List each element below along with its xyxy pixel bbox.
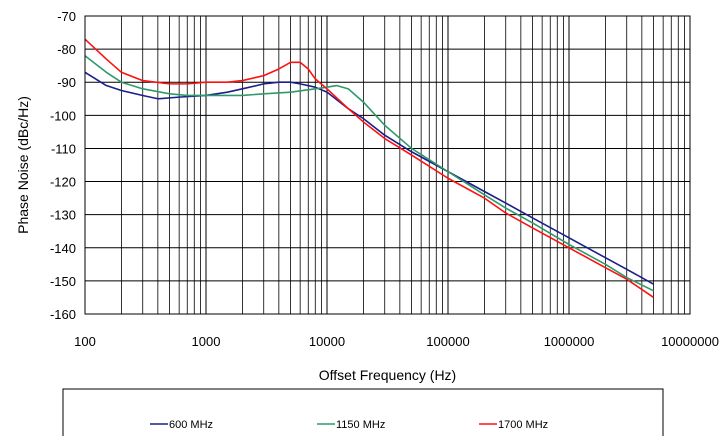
x-tick-label: 10000 — [309, 334, 345, 349]
legend-box — [62, 388, 664, 436]
legend-label-3: 1700 MHz — [498, 419, 548, 431]
x-tick-label: 100 — [74, 334, 96, 349]
y-tick-label: -100 — [50, 108, 76, 123]
x-tick-labels: 100 1000 10000 100000 1000000 10000000 — [74, 334, 719, 349]
y-tick-label: -140 — [50, 241, 76, 256]
y-tick-label: -130 — [50, 208, 76, 223]
y-tick-label: -80 — [57, 42, 76, 57]
plot-frame — [84, 15, 691, 315]
series-layer — [84, 38, 655, 299]
series-line-3 — [84, 38, 655, 299]
x-tick-label: 1000000 — [544, 334, 595, 349]
y-tick-label: -70 — [57, 9, 76, 24]
series-line-1 — [84, 71, 654, 285]
y-tick-label: -160 — [50, 307, 76, 322]
y-tick-label: -110 — [51, 141, 76, 156]
legend-label-1: 600 MHz — [169, 419, 213, 431]
legend-label-2: 1150 MHz — [336, 419, 385, 431]
series-line-2 — [84, 55, 654, 292]
y-axis-label: Phase Noise (dBc/Hz) — [15, 96, 31, 234]
y-tick-labels: -70 -80 -90 -100 -110 -120 -130 -140 -150 -160 — [50, 9, 76, 322]
x-tick-label: 10000000 — [661, 334, 719, 349]
legend: 600 MHz 1150 MHz 1700 MHz — [62, 388, 664, 436]
x-tick-label: 100000 — [426, 334, 469, 349]
y-tick-label: -150 — [50, 274, 76, 289]
x-tick-label: 1000 — [192, 334, 221, 349]
x-axis-label: Offset Frequency (Hz) — [319, 367, 456, 383]
y-tick-label: -120 — [50, 175, 76, 190]
grid-lines — [84, 15, 690, 315]
y-tick-label: -90 — [57, 75, 76, 90]
